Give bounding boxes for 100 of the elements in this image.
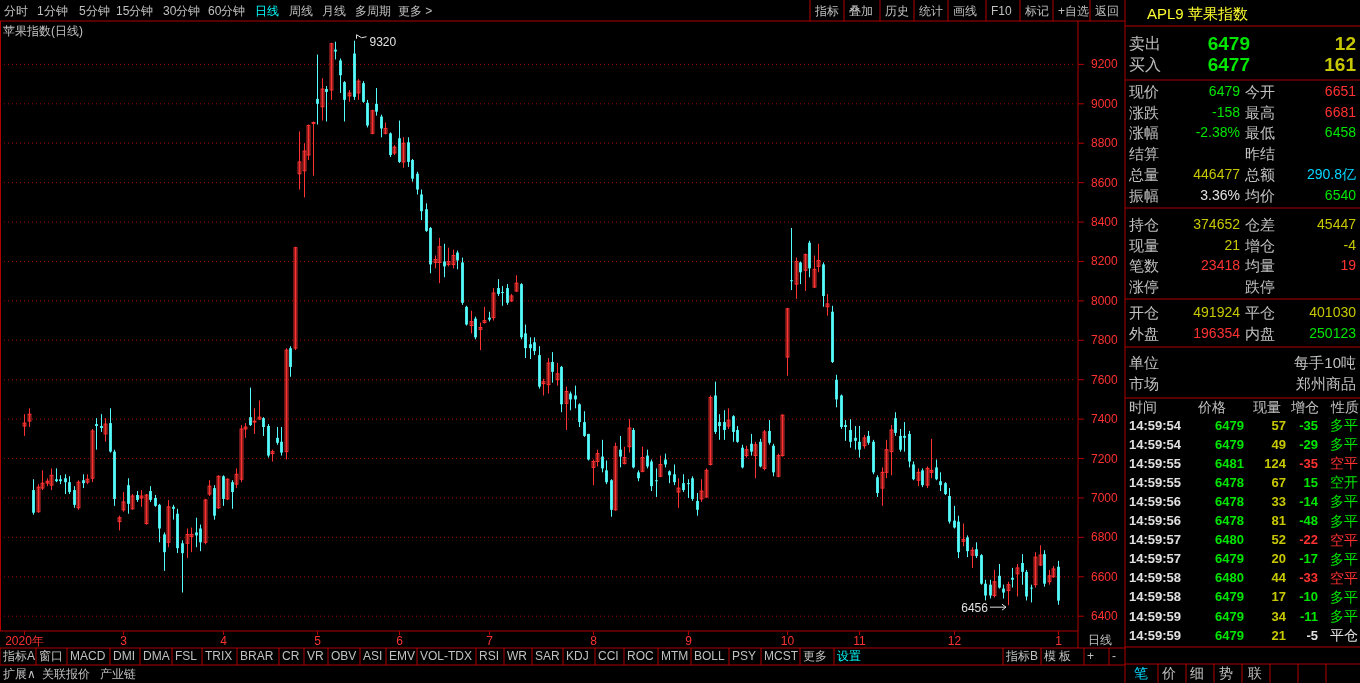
candlestick — [474, 316, 477, 340]
text: 叠加 — [849, 4, 873, 18]
text: 涨幅 — [1129, 123, 1159, 141]
text: 均量 — [1244, 256, 1275, 274]
candlestick — [691, 475, 694, 502]
candlestick — [501, 285, 504, 307]
text: -14 — [1299, 493, 1319, 509]
y-tick-label: 8200 — [1091, 254, 1119, 269]
text: MTM — [661, 649, 689, 663]
text: 振幅 — [1129, 186, 1159, 204]
y-tick-label: 6400 — [1091, 609, 1119, 624]
candlestick — [506, 283, 509, 306]
candlestick — [687, 478, 690, 499]
text: 势 — [1219, 665, 1233, 681]
text: 33 — [1271, 493, 1286, 509]
y-tick-label: 7600 — [1091, 372, 1119, 387]
candlestick — [854, 425, 857, 451]
text: 联 — [1248, 665, 1262, 681]
text: 14:59:58 — [1129, 570, 1182, 586]
text: 14:59:59 — [1129, 608, 1182, 624]
candlestick — [73, 485, 76, 509]
candlestick — [627, 418, 632, 454]
text: 67 — [1271, 474, 1286, 490]
candlestick — [280, 426, 283, 457]
text: -29 — [1299, 436, 1318, 452]
text: 19 — [1340, 257, 1357, 273]
text: 14:59:54 — [1129, 436, 1182, 452]
candlestick — [343, 80, 346, 123]
candlestick — [325, 85, 328, 123]
y-tick-label: 9200 — [1091, 57, 1119, 72]
candlestick — [799, 260, 802, 285]
candlestick — [362, 80, 365, 104]
candlestick — [216, 474, 221, 510]
text: 290.8亿 — [1306, 166, 1356, 182]
y-tick-label: 7000 — [1091, 490, 1119, 505]
candlestick — [76, 479, 81, 511]
text: 多平 — [1330, 493, 1358, 510]
text: ROC — [627, 649, 654, 663]
text: 笔 — [1134, 665, 1148, 681]
text: +自选 — [1058, 4, 1090, 18]
candlestick — [262, 416, 265, 437]
text: 12 — [1334, 32, 1356, 54]
text: 今开 — [1245, 82, 1275, 100]
text: 49 — [1271, 436, 1286, 452]
candlestick — [966, 534, 969, 558]
text: 平仓 — [1245, 303, 1275, 321]
text: -4 — [1343, 237, 1357, 253]
candlestick — [894, 411, 897, 437]
text: 45447 — [1317, 216, 1357, 232]
candlestick — [249, 387, 252, 427]
text: CCI — [598, 649, 619, 663]
text: 124 — [1264, 455, 1287, 471]
text: 模 板 — [1044, 649, 1072, 663]
candlestick — [90, 428, 95, 483]
text: 6477 — [1207, 53, 1250, 75]
candlestick — [380, 114, 383, 138]
text: 1分钟 — [37, 4, 68, 18]
text: -5 — [1306, 627, 1318, 643]
text: 时间 — [1129, 399, 1157, 415]
text: EMV — [389, 649, 416, 663]
text: 多平 — [1330, 436, 1358, 453]
y-tick-label: 7200 — [1091, 451, 1119, 466]
candlestick — [203, 498, 208, 545]
candlestick — [1006, 581, 1011, 606]
candlestick — [676, 477, 681, 509]
candlestick — [389, 131, 392, 158]
text: 均价 — [1244, 186, 1275, 204]
candlestick — [803, 253, 808, 292]
y-tick-label: 6800 — [1091, 530, 1119, 545]
text: OBV — [331, 649, 357, 663]
text: DMI — [113, 649, 135, 663]
y-tick-label: 6600 — [1091, 569, 1119, 584]
candlestick — [601, 439, 604, 473]
x-tick-label: 9 — [685, 634, 693, 648]
text: RSI — [479, 649, 500, 663]
candlestick — [619, 435, 622, 468]
x-axis-title: 日线 — [1088, 633, 1112, 647]
text: 设置 — [837, 649, 861, 663]
candlestick — [64, 473, 67, 495]
text: 多平 — [1330, 417, 1358, 433]
text: 14:59:56 — [1129, 493, 1182, 509]
text: 画线 — [953, 4, 977, 18]
candlestick — [293, 246, 298, 351]
text: 郑州商品 — [1296, 374, 1356, 392]
candlestick — [289, 345, 292, 378]
candlestick — [939, 471, 942, 492]
text: 6480 — [1215, 532, 1244, 548]
candlestick — [912, 461, 915, 481]
candlestick — [984, 579, 987, 601]
text: 6458 — [1324, 124, 1357, 140]
candlestick — [339, 57, 342, 94]
text: VOL-TDX — [420, 649, 473, 663]
text: 最高 — [1245, 103, 1275, 121]
candlestick — [992, 569, 997, 598]
candlestick — [613, 442, 618, 512]
text: 250123 — [1309, 325, 1357, 341]
text: 跌停 — [1245, 277, 1275, 295]
candlestick — [181, 539, 184, 594]
candlestick — [225, 477, 230, 501]
text: 6478 — [1215, 513, 1244, 528]
